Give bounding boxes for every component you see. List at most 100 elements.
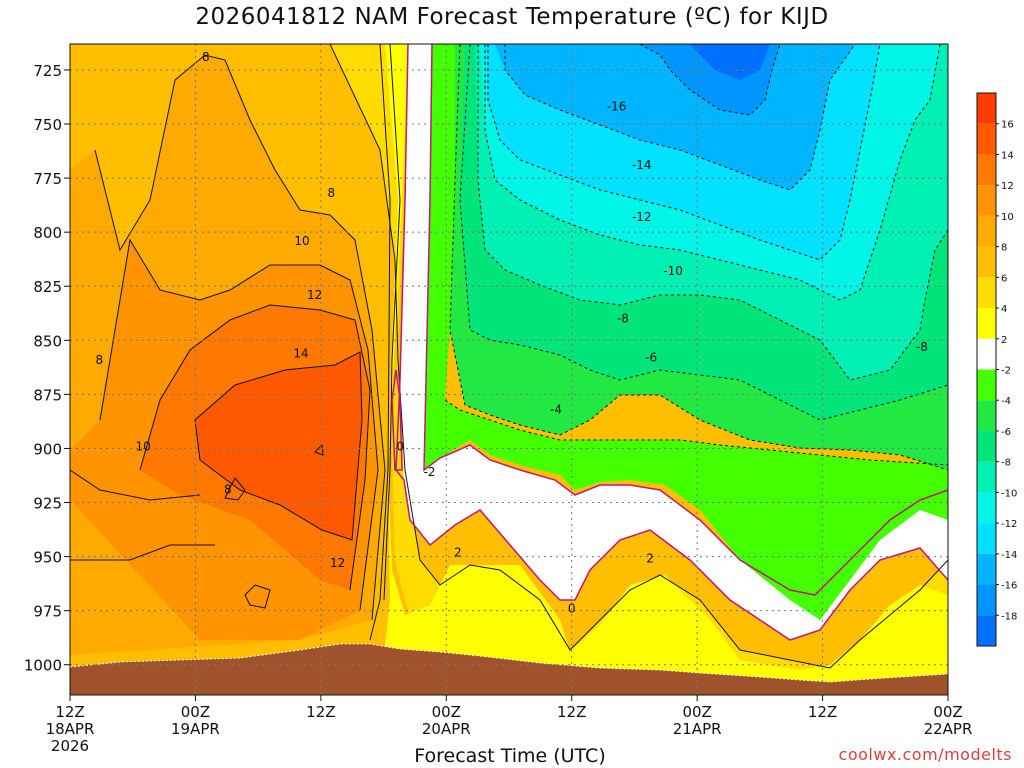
field-band-below-neg18	[690, 44, 770, 80]
plot-frame	[69, 43, 949, 696]
y-tick-label: 850	[33, 332, 62, 350]
grid	[70, 44, 948, 695]
contour-label: -16	[607, 100, 627, 114]
colorbar-swatch	[977, 400, 996, 431]
x-tick-label: 22APR	[924, 720, 973, 738]
warm-contours	[70, 44, 948, 669]
x-tick-label: 20APR	[422, 720, 471, 738]
contour-labels: 8 8 10 12 14 8 10 8 12 0 -2 2 0 2 -4 -6 -8 -10 -12 -14 -16 -8	[95, 50, 927, 616]
colorbar-swatch	[977, 523, 996, 554]
colorbar-swatch	[977, 338, 996, 370]
colorbar-label: 8	[1001, 243, 1007, 254]
plot-field: 8 8 10 12 14 8 10 8 12 0 -2 2 0 2 -4 -6 -8 -10 -12 -14 -16 -8	[70, 44, 948, 695]
colorbar-label: -4	[1001, 396, 1011, 407]
x-tick-label: 12Z	[808, 703, 837, 721]
y-tick-label: 800	[33, 224, 62, 242]
x-tick-label: 00Z	[432, 703, 461, 721]
colorbar-label: 10	[1001, 212, 1014, 223]
x-tick-label: 00Z	[933, 703, 962, 721]
colorbar-label: 16	[1001, 120, 1014, 131]
y-tick-label: 750	[33, 116, 62, 134]
contour-label: -2	[424, 465, 436, 479]
colorbar-swatch	[977, 123, 996, 155]
y-tick-label: 725	[33, 62, 62, 80]
contour-label: -8	[617, 312, 629, 326]
contour-label: 14	[293, 346, 308, 360]
x-tick-label: 00Z	[181, 703, 210, 721]
contour-label: 12	[307, 288, 322, 302]
colorbar-swatch	[977, 430, 996, 462]
colorbar-swatch	[977, 615, 996, 646]
y-tick-label: 925	[33, 495, 62, 513]
contour-label: 2	[646, 552, 654, 566]
colorbar-swatch	[977, 553, 996, 585]
contour-label: 0	[396, 439, 404, 453]
colorbar-label: 2	[1001, 335, 1007, 346]
colorbar-label: 14	[1001, 150, 1014, 161]
freezing-contours	[391, 44, 948, 641]
contour-label: 10	[294, 234, 309, 248]
y-tick-label: 825	[33, 278, 62, 296]
colorbar-swatch	[977, 277, 996, 309]
y-tick-label: 875	[33, 386, 62, 404]
contour-label: 12	[330, 556, 345, 570]
colorbar-label: 12	[1001, 181, 1014, 192]
x-tick-label: 12Z	[306, 703, 335, 721]
contour-label: 8	[224, 483, 232, 497]
terrain	[70, 644, 948, 695]
colorbar-label: -8	[1001, 458, 1011, 469]
contour-label: 8	[202, 50, 210, 64]
colorbar-swatch	[977, 215, 996, 247]
colorbar-label: 4	[1001, 304, 1007, 315]
colorbar-label: -14	[1001, 550, 1017, 561]
colorbar-label: -6	[1001, 427, 1011, 438]
x-tick-label: 00Z	[682, 703, 711, 721]
field-band-neg2-2	[400, 44, 948, 640]
colorbar-label: -10	[1001, 488, 1017, 499]
terrain-edge	[70, 643, 948, 683]
x-tick-label: 12Z	[557, 703, 586, 721]
x-tick-label: 18APR	[46, 720, 95, 738]
colorbar-label: -12	[1001, 519, 1017, 530]
contour-label: -8	[916, 340, 928, 354]
x-tick-label: 19APR	[171, 720, 220, 738]
colorbar-label: -2	[1001, 366, 1011, 377]
x-tick-label: 2026	[51, 737, 89, 755]
contour-label: -4	[550, 403, 562, 417]
colorbar-label: -16	[1001, 581, 1017, 592]
colorbar-swatch	[977, 246, 996, 278]
x-axis-label: Forecast Time (UTC)	[414, 745, 606, 767]
chart-title: 2026041812 NAM Forecast Temperature (ºC)…	[195, 4, 829, 30]
x-tick-label: 21APR	[673, 720, 722, 738]
contour-label: -6	[645, 351, 657, 365]
colorbar-swatch	[977, 492, 996, 524]
field-band-14-16	[195, 352, 362, 540]
contour-label: 2	[454, 545, 462, 559]
cold-contours	[444, 44, 948, 471]
colorbar-swatch	[977, 93, 996, 124]
colorbar-label: -18	[1001, 611, 1017, 622]
colorbar-label: 6	[1001, 273, 1007, 284]
colorbar-swatch	[977, 461, 996, 493]
colorbar: 16 14 12 10 8 6 4 2 -2 -4 -6 -8 -10 -12 -14 -16 -18	[976, 92, 1017, 647]
colorbar-swatch	[977, 369, 996, 401]
contour-label: -14	[632, 158, 652, 172]
contour-label: 8	[95, 353, 103, 367]
x-tick-label: 12Z	[55, 703, 84, 721]
colorbar-swatch	[977, 584, 996, 616]
y-tick-label: 775	[33, 170, 62, 188]
colorbar-swatch	[977, 154, 996, 186]
contour-label: 8	[327, 186, 335, 200]
y-tick-label: 900	[33, 440, 62, 458]
contour-label: -10	[663, 264, 683, 278]
credit-link[interactable]: coolwx.com/modelts	[838, 745, 1012, 764]
y-axis: 725 750 775 800 825 850 875 900 925 950 975 1000	[24, 62, 70, 675]
y-tick-label: 950	[33, 549, 62, 567]
y-tick-label: 1000	[24, 657, 62, 675]
y-tick-label: 975	[33, 603, 62, 621]
contour-label: 0	[568, 601, 576, 615]
contour-label: 10	[136, 439, 151, 453]
field-band-neg4-neg2	[425, 44, 948, 620]
